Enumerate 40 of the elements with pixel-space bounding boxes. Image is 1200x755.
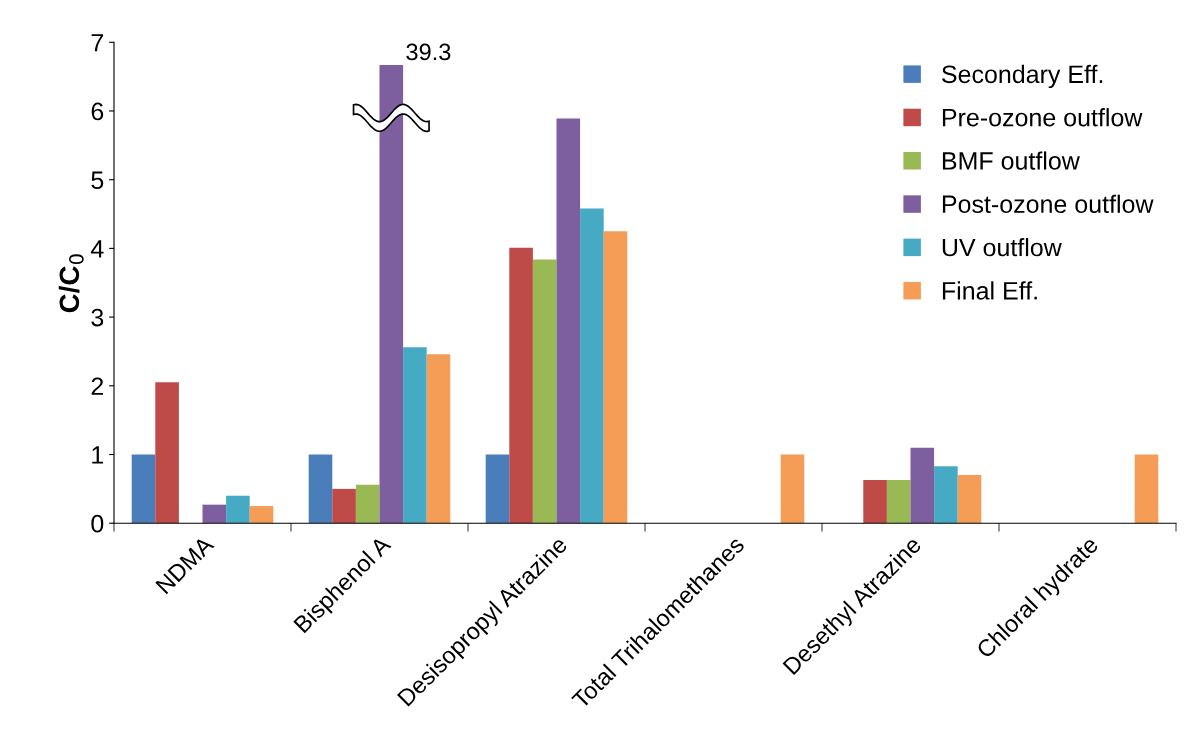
y-tick-label: 4 <box>90 240 104 258</box>
bar <box>863 479 887 524</box>
legend-label: UV outflow <box>942 238 1062 257</box>
bar <box>403 347 427 524</box>
annotation: 39.3 <box>406 43 451 61</box>
y-tick-label: 1 <box>92 446 104 464</box>
y-tick-label: 7 <box>91 34 104 52</box>
bar <box>426 354 451 524</box>
bar <box>580 208 604 524</box>
y-axis-title: C/C$_{0}$ <box>58 254 84 313</box>
legend-label: Final Eff. <box>942 281 1037 300</box>
bar <box>355 484 380 524</box>
bar <box>603 231 628 524</box>
y-tick-label: 0 <box>91 514 104 533</box>
bar <box>780 454 805 524</box>
bar <box>332 488 356 524</box>
bar <box>532 259 557 524</box>
bar <box>934 466 958 524</box>
bar <box>155 382 179 524</box>
bar <box>249 506 274 524</box>
bar <box>308 454 333 524</box>
bar <box>556 118 581 524</box>
y-tick-label: 2 <box>91 377 104 395</box>
bar <box>379 64 404 524</box>
bar <box>202 504 227 524</box>
bar <box>1134 454 1159 524</box>
y-tick-label: 3 <box>91 308 104 327</box>
y-tick-label: 6 <box>91 102 104 121</box>
legend-label: Secondary Eff. <box>942 64 1103 89</box>
bar <box>910 447 935 524</box>
bar <box>957 475 982 524</box>
bar <box>485 454 510 524</box>
legend-label: BMF outflow <box>942 151 1080 170</box>
bar <box>886 479 911 524</box>
legend-label: Post-ozone outflow <box>942 194 1154 214</box>
y-tick-label: 5 <box>91 171 104 189</box>
bar <box>226 495 250 524</box>
bar <box>509 247 533 524</box>
bar <box>131 454 156 524</box>
legend-label: Pre-ozone outflow <box>942 108 1143 127</box>
